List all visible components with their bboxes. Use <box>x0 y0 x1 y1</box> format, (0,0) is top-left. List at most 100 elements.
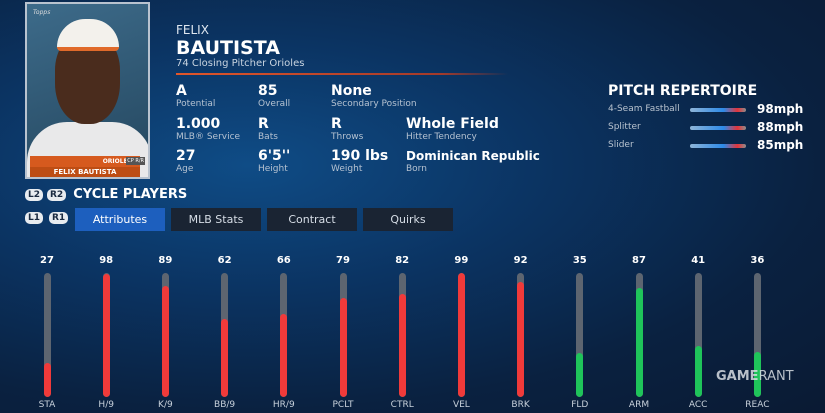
stat-label: Hitter Tendency <box>406 132 477 142</box>
attribute-value: 79 <box>336 255 350 266</box>
attribute-h-9: 98 H/9 <box>86 255 126 410</box>
attribute-label: PCLT <box>332 400 354 410</box>
stat-label: Secondary Position <box>331 99 417 109</box>
pitch-speed: 85mph <box>757 138 804 152</box>
topps-logo: Topps <box>33 9 51 16</box>
attribute-fill <box>753 351 761 397</box>
stat-label: Height <box>258 164 288 174</box>
stat-value: 190 lbs <box>331 148 389 164</box>
attribute-track <box>43 273 51 397</box>
attribute-label: CTRL <box>390 400 414 410</box>
stat-hitter-tendency: Whole Field Hitter Tendency <box>406 116 499 142</box>
attribute-fld: 35 FLD <box>560 255 600 410</box>
tab-mlb-stats[interactable]: MLB Stats <box>171 208 261 231</box>
attribute-label: HR/9 <box>272 400 295 410</box>
stat-born: Dominican Republic Born <box>406 148 540 174</box>
tab-attributes[interactable]: Attributes <box>75 208 165 231</box>
stat-value: 1.000 <box>176 116 221 132</box>
attribute-fill <box>161 285 169 397</box>
attribute-label: BB/9 <box>214 400 236 410</box>
attribute-track <box>694 273 702 397</box>
stat-value: 27 <box>176 148 196 164</box>
stat-label: Overall <box>258 99 291 109</box>
attribute-acc: 41 ACC <box>678 255 718 410</box>
attribute-label: STA <box>38 400 56 410</box>
card-player-name: FELIX BAUTISTA <box>30 167 140 177</box>
stat-value: A <box>176 83 187 99</box>
attribute-pclt: 79 PCLT <box>323 255 363 410</box>
pitch-name: Splitter <box>608 122 641 132</box>
attribute-label: ACC <box>688 400 708 410</box>
attribute-value: 82 <box>395 255 410 266</box>
player-first-name: FELIX <box>176 23 209 37</box>
attribute-value: 35 <box>572 255 587 266</box>
r2-button[interactable]: R2 <box>47 188 67 201</box>
attribute-value: 41 <box>691 255 706 266</box>
cycle-players-label: CYCLE PLAYERS <box>73 187 188 202</box>
stat-label: Born <box>406 164 427 174</box>
gamerant-watermark: GAMERANT <box>716 369 794 384</box>
attribute-label: ARM <box>628 400 650 410</box>
stat-label: Weight <box>331 164 363 174</box>
player-card: Topps ORIOLES FELIX BAUTISTA CP R/R <box>25 2 150 179</box>
attribute-track <box>576 273 584 397</box>
cycle-players[interactable]: L2 R2 CYCLE PLAYERS <box>25 187 187 202</box>
attribute-label: BRK <box>511 400 530 410</box>
stat-label: Throws <box>331 132 364 142</box>
stat-secondary-position: None Secondary Position <box>331 83 417 109</box>
l1-button[interactable]: L1 <box>25 212 43 224</box>
tab-quirks[interactable]: Quirks <box>363 208 453 231</box>
attribute-track <box>161 273 169 397</box>
stat-height: 6'5'' Height <box>258 148 290 174</box>
attribute-brk: 92 BRK <box>501 255 541 410</box>
player-subtitle: 74 Closing Pitcher Orioles <box>176 58 305 69</box>
card-position: CP R/R <box>126 157 145 165</box>
attribute-track <box>457 273 465 397</box>
stat-potential: A Potential <box>176 83 215 109</box>
pitch-speed: 88mph <box>757 120 804 134</box>
attribute-label: FLD <box>571 400 589 410</box>
attribute-arm: 87 ARM <box>619 255 659 410</box>
attribute-label: REAC <box>745 400 770 410</box>
stat-weight: 190 lbs Weight <box>331 148 388 174</box>
attribute-track <box>398 273 406 397</box>
attribute-label: K/9 <box>158 400 173 410</box>
attribute-vel: 99 VEL <box>441 255 481 410</box>
stat-value: R <box>331 116 342 132</box>
attribute-fill <box>339 298 347 397</box>
attribute-reac: 36 REAC <box>737 255 777 410</box>
attribute-fill <box>221 319 229 397</box>
pitch-speed-bar <box>690 108 746 112</box>
attribute-value: 62 <box>217 255 232 266</box>
stat-value: 6'5'' <box>258 148 291 164</box>
stat-value: Whole Field <box>406 116 499 132</box>
stat-value: R <box>258 116 269 132</box>
attribute-value: 99 <box>454 255 469 266</box>
r1-button[interactable]: R1 <box>49 212 69 224</box>
attribute-track <box>753 273 761 397</box>
pitch-name: Slider <box>608 140 634 150</box>
attribute-track <box>517 273 525 397</box>
attribute-value: 98 <box>99 255 114 266</box>
attribute-sta: 27 STA <box>27 255 67 410</box>
pitch-row: 4-Seam Fastball 98mph <box>608 102 808 120</box>
divider <box>176 73 508 75</box>
stat-label: MLB® Service <box>176 132 241 142</box>
attribute-bb-9: 62 BB/9 <box>205 255 245 410</box>
stat-bats: R Bats <box>258 116 278 142</box>
attribute-fill <box>694 345 702 397</box>
l2-button[interactable]: L2 <box>25 188 43 201</box>
stat-label: Bats <box>258 132 278 142</box>
stat-label: Age <box>176 164 194 174</box>
attribute-fill <box>398 294 406 397</box>
attribute-value: 92 <box>513 255 528 266</box>
attribute-track <box>635 273 643 397</box>
stat-value: None <box>331 83 372 99</box>
stat-throws: R Throws <box>331 116 363 142</box>
attribute-fill <box>280 314 288 397</box>
pitch-row: Slider 85mph <box>608 138 808 156</box>
attribute-track <box>280 273 288 397</box>
attribute-hr-9: 66 HR/9 <box>264 255 304 410</box>
tab-contract[interactable]: Contract <box>267 208 357 231</box>
attribute-fill <box>43 363 51 397</box>
